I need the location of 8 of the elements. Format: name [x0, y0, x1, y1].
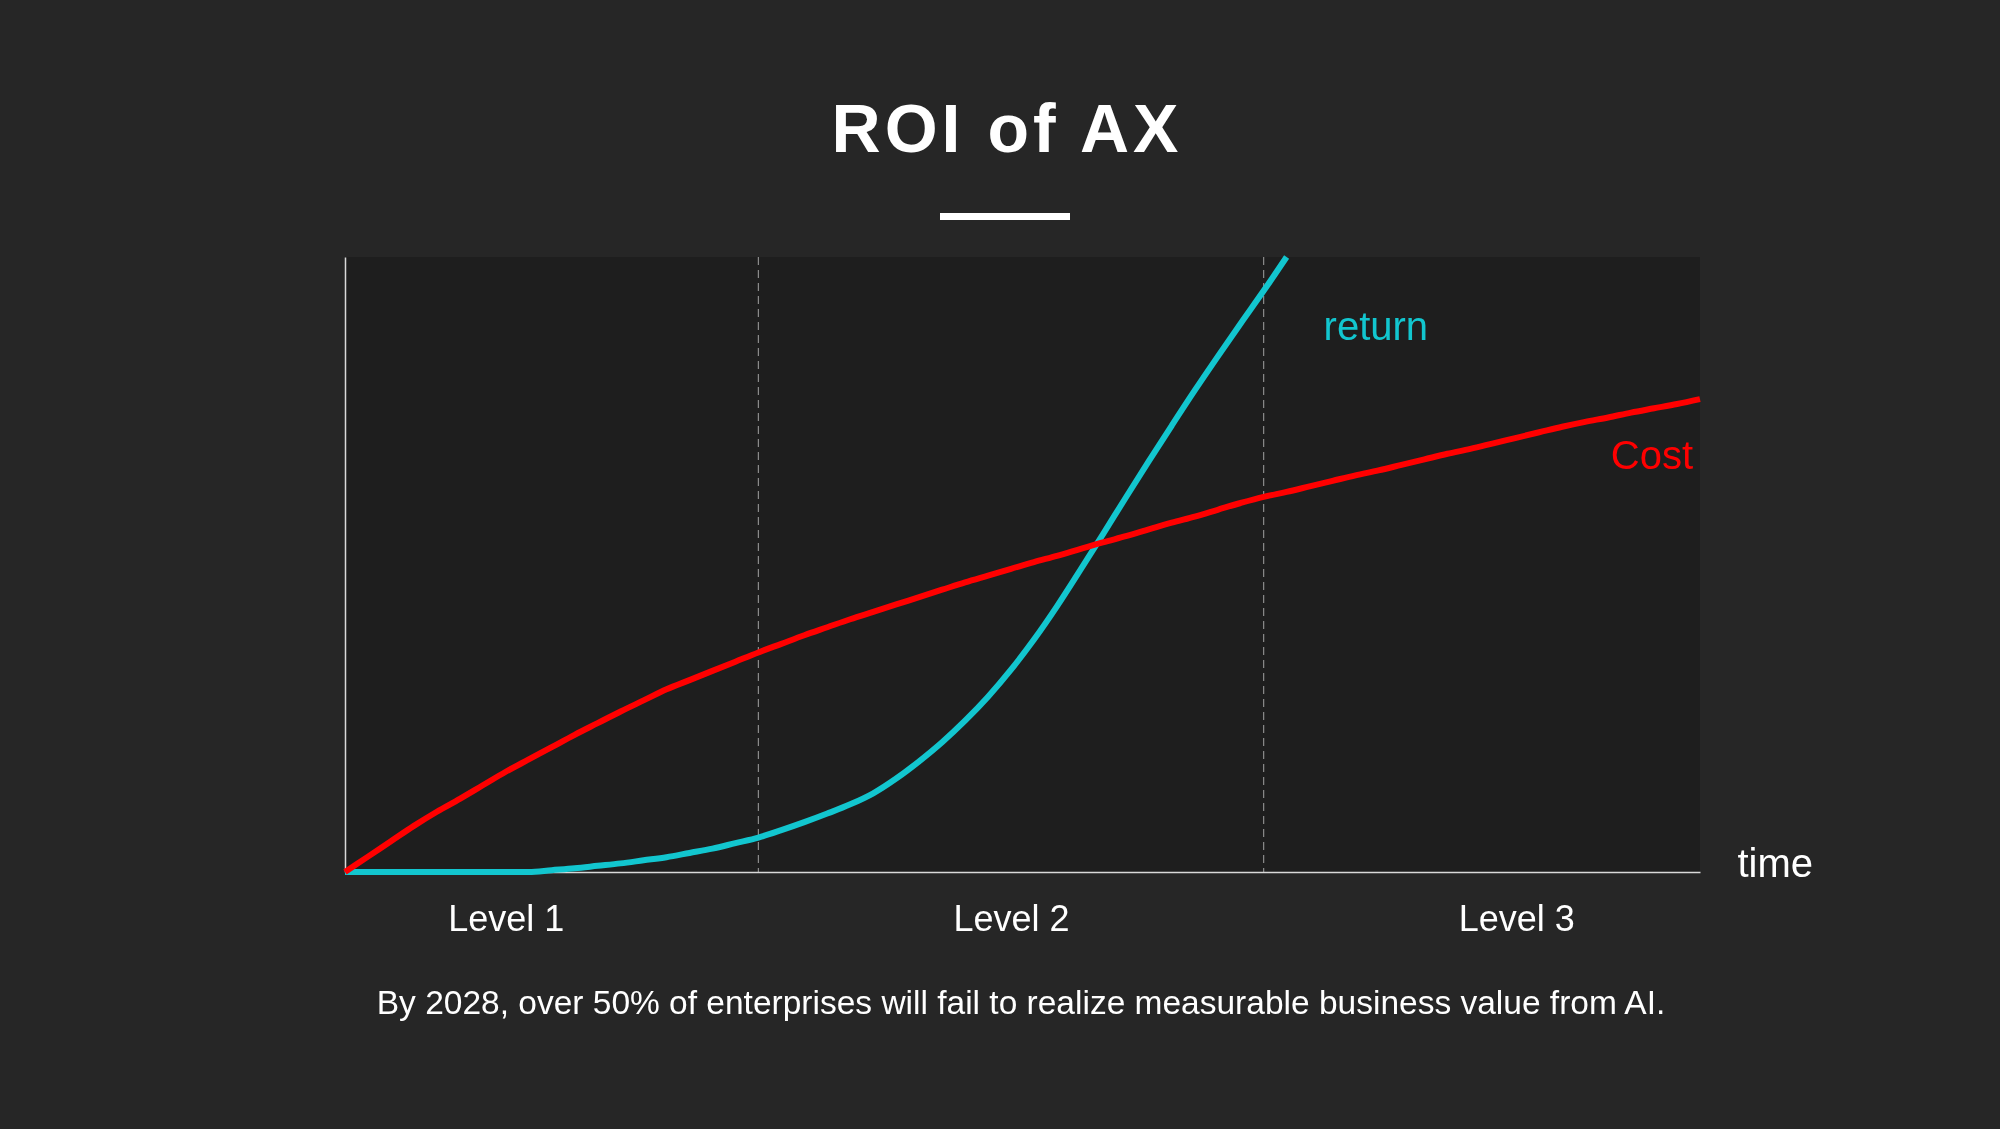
chart-title: ROI of AX: [830, 89, 1184, 168]
text: By 2028, over 50% of enterprises will fail to realize measurable business value from AI.: [375, 984, 1667, 1022]
x-tick-label: Level 1: [448, 897, 565, 939]
x-axis-title: time: [1737, 840, 1814, 885]
series-label: Cost: [1610, 433, 1693, 478]
x-tick-label: Level 2: [953, 897, 1070, 939]
x-tick-label: Level 3: [1458, 897, 1575, 939]
series-label: return: [1323, 304, 1429, 348]
